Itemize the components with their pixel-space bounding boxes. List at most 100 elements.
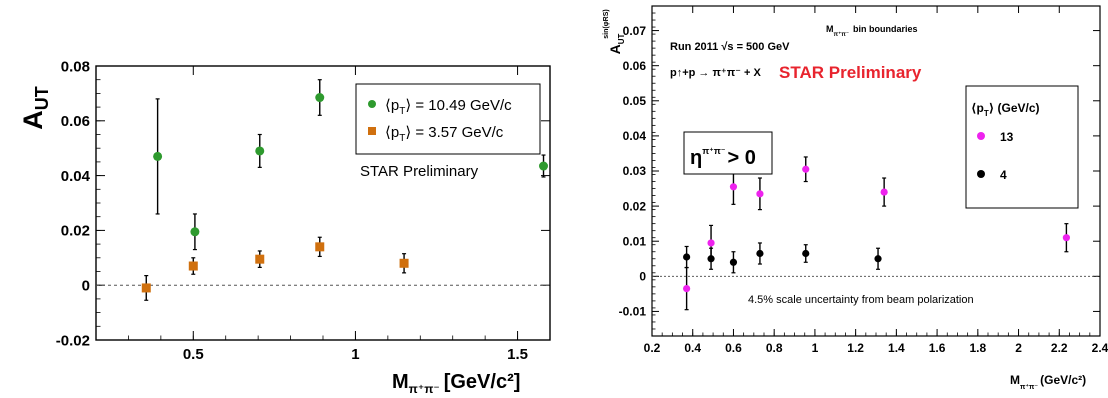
r-point-s0-5 xyxy=(880,177,888,207)
l-point-s1-2 xyxy=(255,250,265,268)
right-x-label-main: M xyxy=(1010,373,1020,387)
right-x-axis: 0.2 0.4 0.6 0.8 1 1.2 1.4 1.6 1.8 2 2.2 2.4 xyxy=(644,6,1108,355)
marker-circle xyxy=(729,258,738,266)
l-y-tick-label: -0.02 xyxy=(56,332,90,349)
marker-square xyxy=(315,242,325,252)
marker-circle xyxy=(756,249,764,258)
l-point-s0-1 xyxy=(190,213,200,251)
r-point-s1-2 xyxy=(729,251,738,274)
marker-square xyxy=(255,254,265,264)
right-legend-label-0: 13 xyxy=(1000,130,1014,144)
r-point-s0-4 xyxy=(802,156,810,183)
marker-circle xyxy=(539,161,549,171)
right-eta-box xyxy=(683,131,773,175)
right-legend-marker-black xyxy=(977,170,985,178)
left-legend-marker-green xyxy=(368,100,376,108)
right-data-points xyxy=(683,156,1070,311)
right-legend-marker-magenta xyxy=(977,132,985,140)
marker-square xyxy=(188,261,198,271)
r-x-tick-label: 0.8 xyxy=(766,341,783,355)
r-x-tick-label: 2.2 xyxy=(1051,341,1068,355)
left-chart: -0.02 0 0.02 0.04 0.06 0.08 0.5 1 1.5 AUT Mπ⁺π⁻… xyxy=(18,58,551,396)
left-x-label: Mπ⁺π⁻ [GeV/c²] xyxy=(392,371,520,396)
right-y-axis: -0.01 0 0.01 0.02 0.03 0.04 0.05 0.06 0.07 xyxy=(619,5,1100,337)
marker-circle xyxy=(190,227,200,237)
l-y-tick-label: 0.06 xyxy=(61,113,90,130)
r-x-tick-label: 1.4 xyxy=(888,341,905,355)
marker-circle xyxy=(707,255,715,263)
marker-circle xyxy=(1062,234,1070,242)
left-y-label-sub: UT xyxy=(32,86,52,110)
left-legend-label-1: ⟨pT⟩ = 3.57 GeV/c xyxy=(385,124,504,144)
left-y-label: AUT xyxy=(18,86,52,130)
marker-circle xyxy=(756,190,764,198)
marker-circle xyxy=(880,188,888,196)
l-point-s1-0 xyxy=(141,275,151,301)
l-y-tick-label: 0.04 xyxy=(61,168,91,185)
right-y-label: AUT sin(φRS) xyxy=(603,9,626,54)
right-legend-title: ⟨pT⟩ (GeV/c) xyxy=(971,101,1040,118)
right-y-label-main: A xyxy=(607,44,623,54)
r-y-tick-label: -0.01 xyxy=(619,305,647,319)
marker-circle xyxy=(802,249,810,258)
left-x-axis: 0.5 1 1.5 xyxy=(95,66,528,363)
left-y-axis: -0.02 0 0.02 0.04 0.06 0.08 xyxy=(56,58,550,349)
r-y-tick-label: 0.04 xyxy=(623,129,647,143)
r-point-s0-3 xyxy=(756,177,764,211)
l-x-tick-label: 1.5 xyxy=(507,346,528,363)
l-point-s0-2 xyxy=(255,133,265,168)
r-y-tick-label: 0.02 xyxy=(623,199,647,213)
left-legend-label-0: ⟨pT⟩ = 10.49 GeV/c xyxy=(385,97,512,117)
right-bin-boundaries: Mπ⁺π⁻bin boundaries xyxy=(826,24,918,38)
l-point-s0-3 xyxy=(315,79,325,116)
right-x-label: Mπ⁺π⁻(GeV/c²) xyxy=(1010,373,1086,391)
r-x-tick-label: 2.4 xyxy=(1092,341,1108,355)
r-x-tick-label: 0.6 xyxy=(725,341,742,355)
svg-text:AUT: AUT xyxy=(607,33,626,54)
r-y-tick-label: 0 xyxy=(639,270,646,284)
marker-circle xyxy=(683,253,691,261)
marker-circle xyxy=(153,151,163,161)
marker-circle xyxy=(315,93,325,103)
r-x-tick-label: 0.4 xyxy=(684,341,701,355)
l-point-s1-4 xyxy=(399,253,409,274)
l-point-s0-0 xyxy=(153,98,163,215)
r-point-s1-0 xyxy=(683,245,691,269)
r-point-s1-3 xyxy=(756,242,764,265)
r-y-tick-label: 0.01 xyxy=(623,234,647,248)
r-x-tick-label: 1.2 xyxy=(847,341,864,355)
left-legend-marker-orange xyxy=(368,127,376,135)
r-y-tick-label: 0.05 xyxy=(623,94,647,108)
r-y-tick-label: 0.06 xyxy=(623,59,647,73)
l-y-tick-label: 0.08 xyxy=(61,58,90,75)
r-point-s0-0 xyxy=(683,266,691,311)
right-x-label-sub: π⁺π⁻ xyxy=(1020,383,1038,391)
r-x-tick-label: 0.2 xyxy=(644,341,661,355)
l-point-s1-3 xyxy=(315,236,325,258)
r-point-s1-1 xyxy=(707,247,715,270)
r-point-s0-2 xyxy=(729,168,738,205)
marker-circle xyxy=(802,165,810,173)
right-run-label: Run 2011 √s = 500 GeV xyxy=(670,41,790,53)
left-star-preliminary: STAR Preliminary xyxy=(360,163,479,180)
right-star-preliminary: STAR Preliminary xyxy=(779,63,922,82)
right-x-label-unit: (GeV/c²) xyxy=(1040,373,1086,387)
left-data-points xyxy=(141,79,549,301)
right-legend xyxy=(965,85,1079,209)
marker-circle xyxy=(729,183,738,191)
right-y-label-sub: UT xyxy=(617,33,626,44)
marker-square xyxy=(141,283,151,293)
marker-circle xyxy=(874,255,882,263)
marker-circle xyxy=(255,146,265,156)
l-y-tick-label: 0.02 xyxy=(61,223,90,240)
right-y-label-sup: sin(φRS) xyxy=(603,9,610,39)
r-y-tick-label: 0.07 xyxy=(623,24,647,38)
left-legend xyxy=(355,83,541,155)
right-eta-label: ηπ⁺π⁻ > 0 xyxy=(690,146,756,169)
marker-circle xyxy=(707,239,715,247)
l-x-tick-label: 0.5 xyxy=(183,346,204,363)
right-reaction-label: p↑+p → π⁺π⁻ + X xyxy=(670,67,761,79)
r-point-s1-4 xyxy=(802,244,810,263)
